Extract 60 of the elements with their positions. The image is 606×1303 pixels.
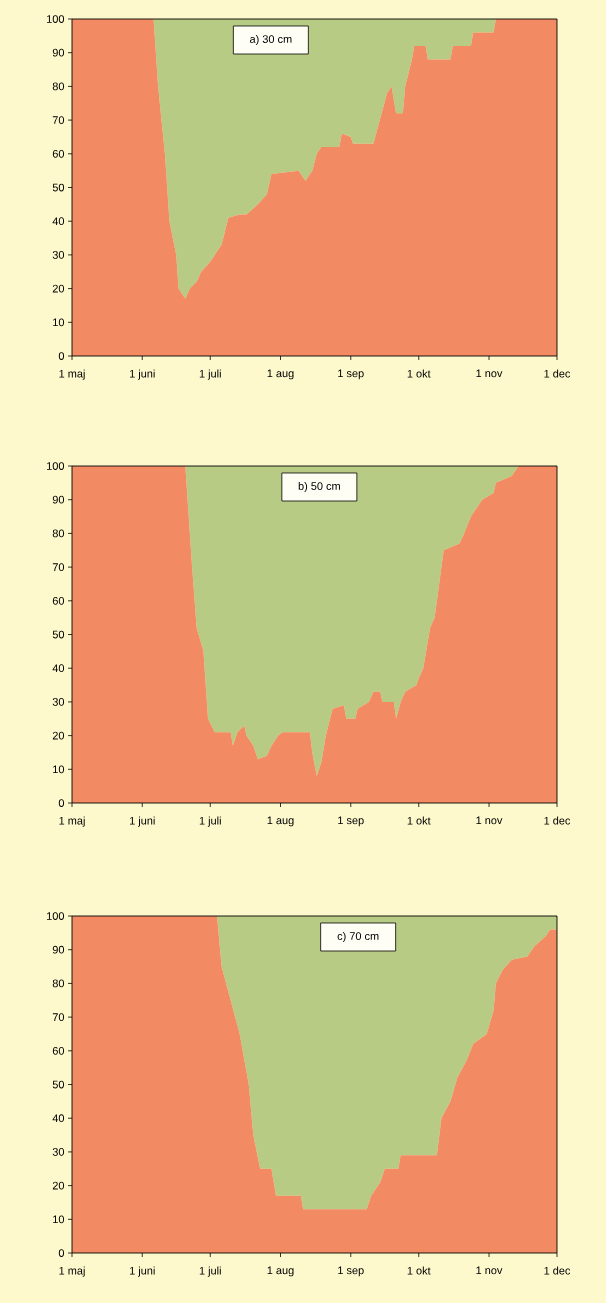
x-tick-label: 1 maj <box>59 369 85 380</box>
text: b) 50 cm <box>298 481 340 493</box>
y-tick-label: 80 <box>52 529 65 538</box>
y-tick-label: 10 <box>53 318 65 327</box>
x-tick-label: 1 okt <box>407 1266 431 1275</box>
x-tick-label: 1 dec <box>544 1266 571 1275</box>
x-tick-label: 1 nov <box>476 369 503 378</box>
x-tick-label: 1 nov <box>476 816 503 825</box>
x-tick-label: 1 juli <box>199 1266 221 1277</box>
y-tick-label: 70 <box>52 1013 65 1021</box>
y-tick-label: 90 <box>52 945 65 954</box>
y-tick-label: 100 <box>47 462 65 470</box>
y-tick-label: 40 <box>52 1114 65 1123</box>
y-tick-label: 20 <box>52 731 65 740</box>
x-tick-label: 1 juli <box>199 816 221 827</box>
y-tick-label: 80 <box>52 82 65 91</box>
y-tick-label: 60 <box>52 149 65 158</box>
y-tick-label: 90 <box>52 48 65 57</box>
y-tick-label: 50 <box>52 183 65 192</box>
y-tick-label: 80 <box>52 979 65 988</box>
x-tick-label: 1 maj <box>59 1266 85 1277</box>
y-tick-label: 30 <box>52 1148 65 1156</box>
x-tick-label: 1 okt <box>407 816 431 825</box>
y-tick-label: 0 <box>58 799 65 807</box>
x-tick-label: 1 dec <box>544 816 571 825</box>
x-tick-label: 1 juni <box>129 816 155 827</box>
x-tick-label: 1 aug <box>267 816 294 827</box>
y-tick-label: 100 <box>47 912 65 920</box>
x-tick-label: 1 aug <box>267 369 294 380</box>
y-tick-label: 30 <box>52 251 65 259</box>
y-tick-label: 70 <box>52 563 65 571</box>
text: a) 30 cm <box>250 34 292 46</box>
y-tick-label: 0 <box>58 352 65 360</box>
y-tick-label: 60 <box>52 596 65 605</box>
y-tick-label: 70 <box>52 116 65 124</box>
y-tick-label: 20 <box>52 284 65 293</box>
y-tick-label: 10 <box>53 1215 65 1224</box>
x-tick-label: 1 sep <box>338 816 364 827</box>
x-tick-label: 1 juli <box>199 369 221 380</box>
x-tick-label: 1 sep <box>338 1266 364 1277</box>
y-tick-label: 10 <box>53 765 65 774</box>
x-tick-label: 1 juni <box>129 1266 155 1277</box>
x-tick-label: 1 nov <box>476 1266 503 1275</box>
y-tick-label: 50 <box>52 1080 65 1089</box>
x-tick-label: 1 okt <box>407 369 431 378</box>
y-tick-label: 30 <box>52 698 65 706</box>
y-tick-label: 50 <box>52 630 65 639</box>
y-tick-label: 40 <box>52 217 65 226</box>
x-tick-label: 1 aug <box>267 1266 294 1277</box>
y-tick-label: 100 <box>47 15 65 23</box>
y-tick-label: 60 <box>52 1046 65 1055</box>
text: c) 70 cm <box>337 931 379 943</box>
y-tick-label: 20 <box>52 1181 65 1190</box>
y-tick-label: 0 <box>58 1249 65 1257</box>
x-tick-label: 1 dec <box>544 369 571 378</box>
x-tick-label: 1 sep <box>338 369 364 380</box>
x-tick-label: 1 maj <box>59 816 85 827</box>
y-tick-label: 90 <box>52 495 65 504</box>
y-tick-label: 40 <box>52 664 65 673</box>
x-tick-label: 1 juni <box>129 369 155 380</box>
